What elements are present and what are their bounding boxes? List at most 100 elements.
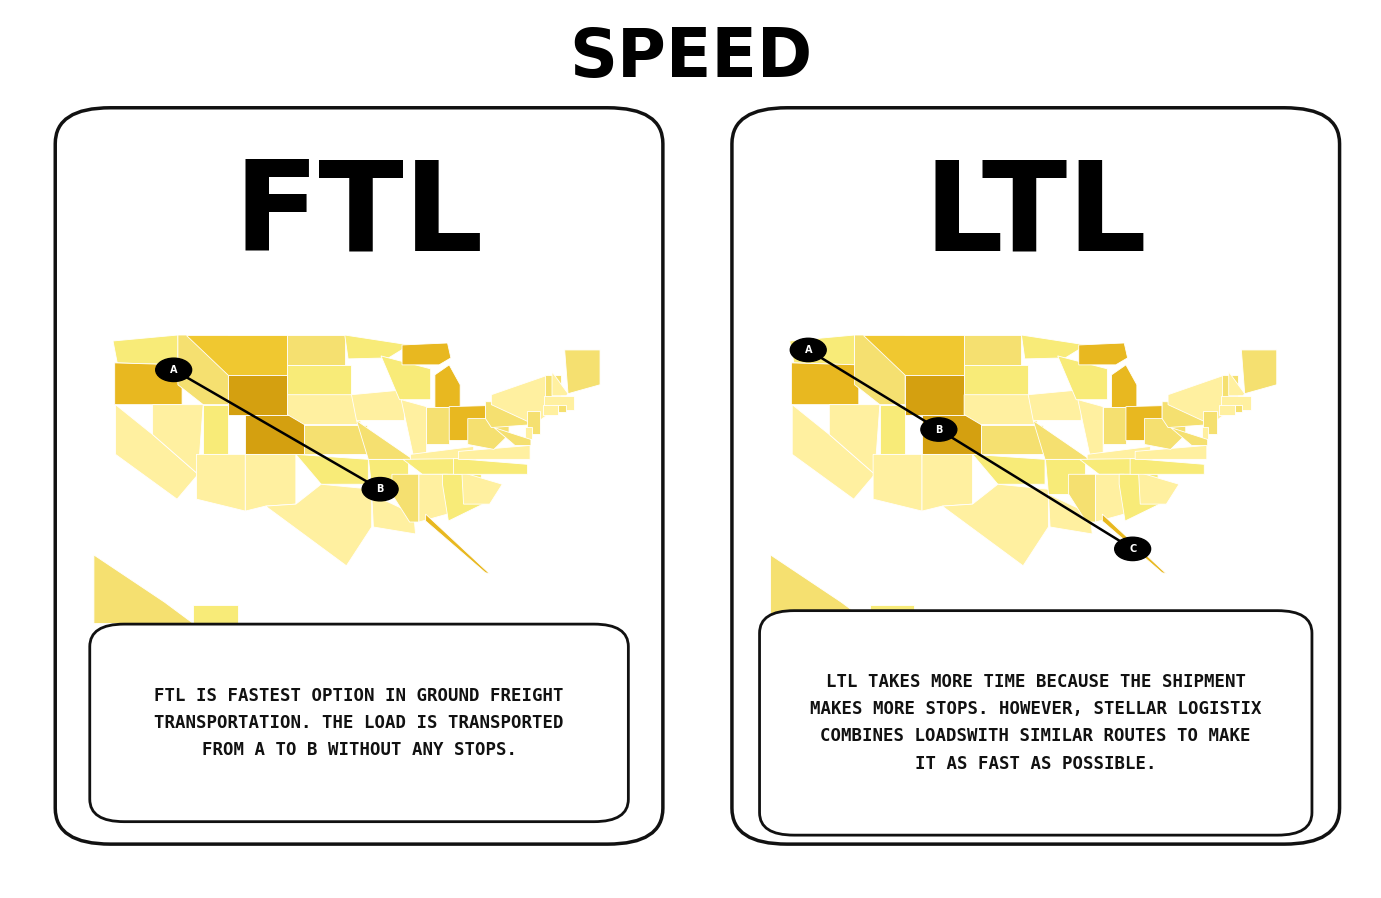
Circle shape <box>921 418 957 441</box>
Polygon shape <box>1163 401 1211 427</box>
Polygon shape <box>552 372 568 396</box>
Text: LTL: LTL <box>924 155 1148 276</box>
FancyBboxPatch shape <box>55 108 663 844</box>
Polygon shape <box>870 605 914 627</box>
Polygon shape <box>1229 372 1244 396</box>
Text: LTL TAKES MORE TIME BECAUSE THE SHIPMENT
MAKES MORE STOPS. HOWEVER, STELLAR LOGI: LTL TAKES MORE TIME BECAUSE THE SHIPMENT… <box>811 674 1261 772</box>
Polygon shape <box>565 350 601 393</box>
Polygon shape <box>1103 407 1126 445</box>
Polygon shape <box>296 454 369 484</box>
Polygon shape <box>1138 472 1179 504</box>
Polygon shape <box>1080 458 1153 474</box>
FancyBboxPatch shape <box>732 108 1340 844</box>
Polygon shape <box>923 454 972 511</box>
Polygon shape <box>942 484 1048 566</box>
Polygon shape <box>287 335 345 365</box>
Circle shape <box>156 358 192 382</box>
Polygon shape <box>1219 405 1235 415</box>
Polygon shape <box>458 445 530 460</box>
Polygon shape <box>228 374 287 415</box>
Polygon shape <box>449 406 486 440</box>
Polygon shape <box>418 474 447 522</box>
Polygon shape <box>1135 445 1207 460</box>
Circle shape <box>362 478 398 501</box>
Polygon shape <box>381 356 431 400</box>
Polygon shape <box>265 484 371 566</box>
Polygon shape <box>304 425 366 454</box>
Polygon shape <box>855 335 905 405</box>
Polygon shape <box>964 395 1037 425</box>
Polygon shape <box>981 425 1043 454</box>
Polygon shape <box>791 363 859 405</box>
Polygon shape <box>873 454 923 511</box>
Polygon shape <box>153 405 203 474</box>
Polygon shape <box>771 555 870 623</box>
Polygon shape <box>461 472 503 504</box>
Polygon shape <box>246 454 296 511</box>
Polygon shape <box>486 401 534 427</box>
Polygon shape <box>964 335 1022 365</box>
Polygon shape <box>1087 446 1150 474</box>
Polygon shape <box>1145 418 1186 449</box>
Polygon shape <box>371 494 416 534</box>
Polygon shape <box>356 420 413 460</box>
Polygon shape <box>830 405 880 474</box>
Polygon shape <box>435 365 460 408</box>
Text: A: A <box>805 345 812 355</box>
Polygon shape <box>425 514 490 574</box>
Polygon shape <box>1029 390 1081 420</box>
Polygon shape <box>1079 343 1128 365</box>
Polygon shape <box>115 363 182 405</box>
Polygon shape <box>1095 474 1124 522</box>
Text: SPEED: SPEED <box>569 25 812 92</box>
Polygon shape <box>246 415 304 454</box>
Polygon shape <box>392 474 418 522</box>
Polygon shape <box>1102 514 1167 574</box>
Polygon shape <box>193 605 238 627</box>
Polygon shape <box>410 446 474 474</box>
Polygon shape <box>369 460 407 494</box>
Polygon shape <box>1045 460 1084 494</box>
Polygon shape <box>1033 420 1090 460</box>
Polygon shape <box>287 395 360 425</box>
Polygon shape <box>1079 400 1103 454</box>
Circle shape <box>790 339 826 362</box>
Text: A: A <box>170 365 177 374</box>
Polygon shape <box>402 400 427 454</box>
Polygon shape <box>402 343 452 365</box>
Polygon shape <box>964 365 1029 395</box>
Polygon shape <box>345 335 410 359</box>
Polygon shape <box>287 365 352 395</box>
Polygon shape <box>1069 474 1095 522</box>
Polygon shape <box>923 415 981 454</box>
Polygon shape <box>558 405 565 411</box>
Polygon shape <box>793 405 874 499</box>
Polygon shape <box>116 405 197 499</box>
Polygon shape <box>1022 335 1087 359</box>
Text: B: B <box>377 484 384 494</box>
Polygon shape <box>1130 458 1204 474</box>
Circle shape <box>1114 537 1150 560</box>
Polygon shape <box>1171 427 1207 445</box>
Polygon shape <box>1168 374 1237 425</box>
Polygon shape <box>1221 396 1251 409</box>
Polygon shape <box>1235 405 1242 411</box>
Polygon shape <box>94 555 193 623</box>
Polygon shape <box>178 335 228 405</box>
Text: FTL IS FASTEST OPTION IN GROUND FREIGHT
TRANSPORTATION. THE LOAD IS TRANSPORTED
: FTL IS FASTEST OPTION IN GROUND FREIGHT … <box>155 687 563 759</box>
Polygon shape <box>442 474 483 521</box>
Polygon shape <box>1203 410 1217 435</box>
Polygon shape <box>790 335 855 365</box>
Polygon shape <box>1242 350 1277 393</box>
Polygon shape <box>468 418 510 449</box>
Polygon shape <box>525 427 532 439</box>
Polygon shape <box>492 374 561 425</box>
Polygon shape <box>1222 374 1237 398</box>
Polygon shape <box>972 454 1045 484</box>
FancyBboxPatch shape <box>90 624 628 822</box>
Polygon shape <box>1201 427 1208 439</box>
Text: C: C <box>1130 544 1137 554</box>
Polygon shape <box>453 458 528 474</box>
Polygon shape <box>196 454 246 511</box>
Polygon shape <box>1048 494 1092 534</box>
